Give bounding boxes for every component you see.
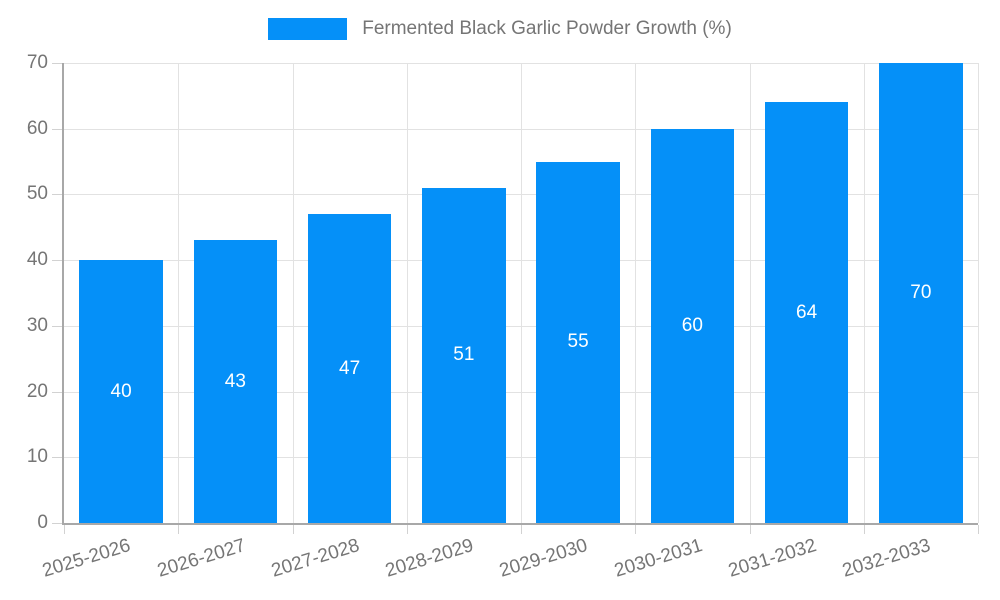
y-axis-tick-label: 40	[26, 249, 48, 271]
x-axis-category-label: 2028-2029	[382, 535, 477, 582]
legend-label: Fermented Black Garlic Powder Growth (%)	[362, 18, 732, 39]
bar-value-label: 60	[681, 314, 703, 336]
bar-2025-2026: 40	[79, 260, 163, 523]
bar-2029-2030: 55	[536, 161, 620, 523]
x-gridline	[863, 63, 865, 523]
bar-value-label: 51	[453, 344, 475, 366]
x-axis-category-label: 2029-2030	[497, 535, 591, 582]
x-axis-line	[62, 523, 978, 525]
y-axis-tick	[52, 128, 62, 130]
bar-2027-2028: 47	[307, 214, 392, 523]
x-axis-category-label: 2031-2032	[725, 535, 819, 582]
x-axis-category-label: 2025-2026	[40, 535, 134, 582]
bar-value-label: 47	[339, 357, 361, 379]
x-axis-tick	[863, 525, 865, 534]
x-axis-category-label: 2026-2027	[154, 535, 248, 582]
y-axis-tick-label: 60	[26, 117, 48, 139]
x-axis-tick	[521, 525, 522, 534]
x-gridline	[635, 63, 637, 523]
bar-2028-2029: 51	[422, 187, 506, 523]
x-gridline	[521, 63, 522, 523]
bar-value-label: 43	[224, 370, 246, 392]
x-gridline	[978, 63, 979, 523]
x-axis-tick	[749, 525, 751, 534]
x-axis-tick	[978, 525, 979, 534]
bar-value-label: 55	[567, 331, 589, 353]
x-axis-category-label: 2027-2028	[268, 535, 362, 582]
y-axis-tick	[52, 391, 62, 393]
y-axis-tick	[52, 194, 62, 196]
y-axis-tick	[52, 457, 62, 459]
y-axis-tick-label: 30	[26, 314, 48, 336]
y-axis-tick-label: 50	[26, 183, 48, 205]
y-axis-tick	[52, 523, 62, 524]
x-gridline	[292, 63, 294, 523]
x-gridline	[406, 63, 408, 523]
y-axis-tick-label: 20	[26, 380, 48, 402]
x-axis-category-label: 2030-2031	[611, 535, 705, 582]
y-axis-tick-label: 10	[26, 446, 48, 468]
x-axis-tick	[406, 525, 408, 534]
x-axis-tick	[635, 525, 637, 534]
bar-2030-2031: 60	[650, 128, 735, 523]
bar-value-label: 70	[910, 282, 932, 303]
x-gridline	[749, 63, 751, 523]
bar-2026-2027: 43	[193, 240, 278, 523]
legend-swatch	[268, 18, 348, 40]
y-axis-tick-label: 0	[37, 512, 48, 533]
bar-value-label: 64	[796, 301, 818, 323]
y-axis-tick	[52, 63, 62, 64]
legend: Fermented Black Garlic Powder Growth (%)	[0, 18, 1000, 40]
y-axis-tick-label: 70	[26, 52, 48, 73]
y-gridline	[64, 63, 978, 64]
x-axis-category-label: 2032-2033	[839, 535, 934, 582]
x-axis-tick	[64, 525, 65, 534]
bar-value-label: 40	[110, 380, 132, 402]
y-axis-line	[62, 63, 64, 525]
bar-2032-2033: 70	[879, 63, 963, 523]
x-axis-tick	[292, 525, 294, 534]
y-axis-tick	[52, 325, 62, 327]
y-axis-tick	[52, 260, 62, 262]
x-axis-tick	[178, 525, 180, 534]
x-gridline	[178, 63, 180, 523]
bar-2031-2032: 64	[764, 102, 849, 523]
